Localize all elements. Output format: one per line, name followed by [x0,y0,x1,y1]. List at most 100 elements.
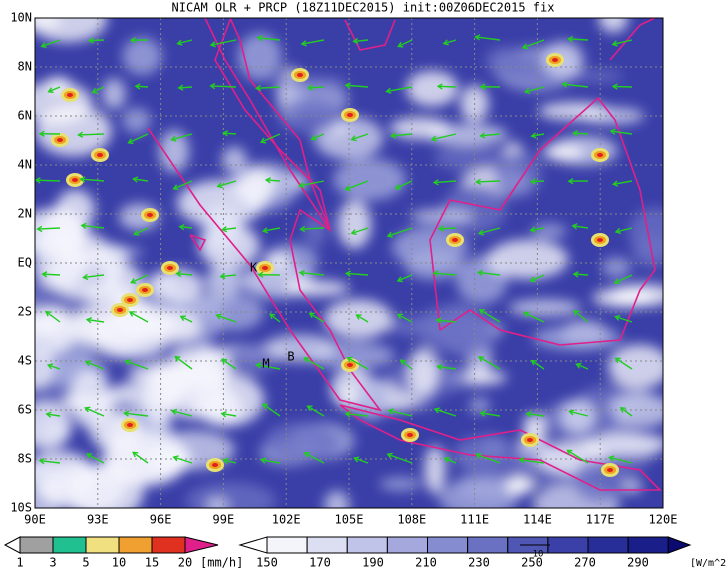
cloud-patch [176,180,265,227]
wind-arrow-head [396,313,403,320]
cloud-patch [469,397,490,414]
wind-arrow-head [84,406,91,413]
wind-arrow [124,412,149,417]
lat-label: EQ [18,256,32,270]
wind-arrow [309,312,325,323]
wind-arrow [347,357,369,370]
rain-cell [407,433,413,437]
wind-arrow [133,178,149,182]
wind-arrow-head [433,407,441,414]
colorbar-end [238,536,268,554]
cloud-patch [159,130,190,173]
wind-arrow-head [394,183,401,190]
wind-arrow-head [216,182,223,189]
lon-label: 93E [87,513,109,527]
wind-arrow [480,412,501,417]
wind-arrow-head [346,356,353,363]
olr-tick-label: 230 [468,556,490,570]
colorbar-cell [266,536,308,554]
wind-arrow [615,315,633,323]
wind-arrow [256,364,281,370]
wind-arrow-head [575,362,582,369]
wind-arrow [615,357,633,370]
wind-arrow-head [386,231,393,238]
wind-arrow-head [38,130,45,137]
colorbar-cell [627,536,669,554]
wind-arrow-head [85,453,93,459]
wind-arrow-head [479,83,486,90]
wind-arrow-head [387,408,394,415]
lat-label: 6S [18,403,32,417]
wind-arrow [479,309,501,323]
wind-arrow-head [47,87,54,94]
wind-arrow [400,359,413,370]
cloud-patch [147,268,204,302]
wind-arrow-head [300,40,307,47]
wind-arrow-head [85,317,93,324]
colorbar-cell [306,536,348,554]
rain-cell [147,213,153,217]
wind-arrow [42,273,61,276]
cloud-patch [632,235,663,269]
cloud-patch [504,475,531,495]
rain-cell [347,113,353,117]
colorbar-end [3,536,21,554]
wind-arrow-head [611,180,619,187]
wind-arrow-head [436,363,443,371]
wind-arrow-head [77,131,84,138]
wind-arrow-head [261,403,269,410]
wind-arrow [177,39,193,45]
wind-arrow-head [476,269,484,277]
wind-arrow [478,356,501,370]
colorbar-cell [151,536,186,554]
wind-arrow [217,180,237,188]
wind-arrow [129,311,149,323]
wind-arrow-head [396,276,403,283]
cloud-patch [104,264,144,301]
wind-arrow-head [308,312,315,319]
colorbar-cell [85,536,120,554]
rain-cell [142,288,148,292]
wind-arrow [89,39,105,42]
wind-arrow [304,452,325,464]
olr-tick-label: 190 [362,556,384,570]
wind-arrow-head [608,455,615,462]
cloud-patch [487,239,569,279]
cloud-patch [404,250,463,280]
wind-arrow-head [130,278,137,284]
wind-arrow-head [310,134,317,141]
wind-arrow-head [45,411,52,418]
wind-arrow-head [38,457,45,465]
wind-arrow [620,407,633,417]
wind-arrow [83,274,105,279]
olr-unit: [W/m^2] [690,558,726,569]
map-frame [34,17,664,509]
wind-arrow [299,180,325,187]
cloud-patch [508,299,582,317]
wind-arrow [523,312,545,323]
colorbar-cell [346,536,388,554]
wind-arrow-head [131,176,139,183]
wind-arrow [261,459,281,464]
wind-arrow-head [174,355,181,362]
cloud-patch [189,373,265,427]
cloud-patch [35,402,72,451]
cloud-patch [221,146,247,174]
lon-label: 111E [460,513,489,527]
rain-cell [127,423,133,427]
wind-arrow [134,227,149,236]
cloud-patch [572,458,626,504]
cloud-patch [122,37,162,76]
wind-arrow-head [443,456,450,463]
wind-arrow [345,84,369,88]
wind-arrow-head [389,132,397,139]
wind-arrow-head [36,225,43,233]
rain-cell [117,308,123,312]
wind-arrow-head [82,273,89,281]
wind-arrow [307,405,325,417]
wind-arrow [346,272,369,276]
cloud-patch [608,344,663,389]
wind-arrow [395,180,413,190]
wind-arrow [431,133,457,141]
wind-arrow-head [572,271,579,278]
